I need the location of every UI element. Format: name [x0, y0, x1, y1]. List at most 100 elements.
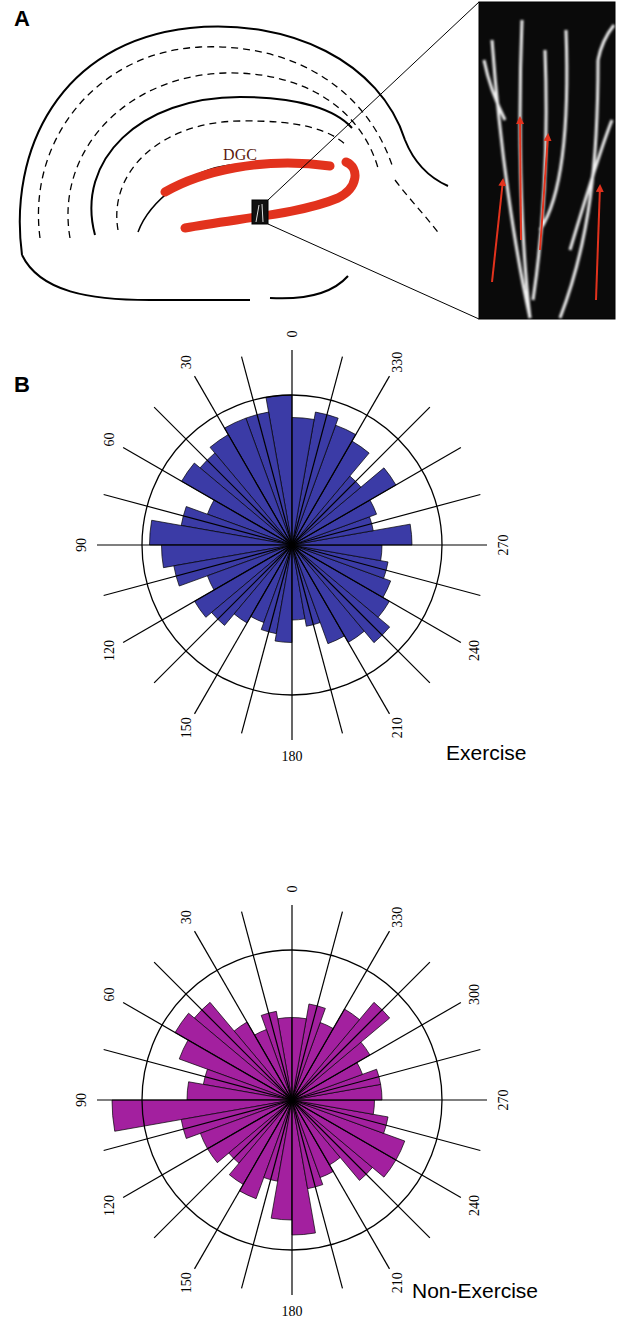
spoke — [291, 545, 292, 740]
angle-label: 150 — [179, 1272, 194, 1293]
spoke — [195, 376, 293, 545]
spoke — [292, 931, 390, 1100]
angle-label: 300 — [467, 984, 482, 1005]
arrow — [596, 186, 600, 300]
spoke — [242, 1100, 292, 1288]
dashed-layer — [117, 121, 346, 230]
panel-letter: A — [14, 6, 30, 31]
panel-letter: B — [14, 372, 30, 397]
spoke — [292, 1050, 480, 1100]
angle-label: 120 — [102, 640, 117, 661]
spoke — [292, 1100, 390, 1269]
spoke — [292, 545, 461, 643]
spoke — [104, 1100, 292, 1150]
angle-label: 0 — [285, 331, 300, 338]
spoke — [104, 495, 292, 545]
angle-label: 270 — [496, 1090, 511, 1111]
fiber — [492, 40, 530, 318]
spoke — [154, 1100, 292, 1238]
spoke — [292, 545, 430, 683]
fiber — [598, 25, 614, 60]
panel-a: A DGC — [14, 2, 615, 319]
spoke — [123, 1003, 292, 1101]
arrow — [492, 180, 503, 282]
spoke — [292, 1100, 342, 1288]
arrow — [540, 135, 548, 250]
spoke — [292, 544, 487, 545]
angle-label: 90 — [74, 1093, 89, 1107]
angle-label: 60 — [102, 433, 117, 447]
angle-label: 0 — [285, 886, 300, 893]
dashed-layer — [68, 73, 378, 238]
fiber — [533, 50, 546, 300]
outline — [22, 255, 250, 300]
spoke — [123, 545, 292, 643]
angle-label: 60 — [102, 988, 117, 1002]
chart-title: Non-Exercise — [412, 1279, 538, 1302]
angle-label: 30 — [179, 355, 194, 369]
fiber — [520, 20, 530, 318]
spoke — [292, 1003, 461, 1101]
spoke — [292, 495, 480, 545]
spoke — [292, 545, 342, 733]
spoke — [292, 1100, 461, 1198]
angle-label: 30 — [179, 910, 194, 924]
region-label: DGC — [223, 146, 257, 163]
angle-label: 210 — [390, 1272, 405, 1293]
outline — [20, 27, 448, 255]
zoom-line — [268, 224, 479, 319]
spoke — [291, 1100, 292, 1295]
rose-chart: 0306090120150180210240270300330Non-Exerc… — [74, 886, 539, 1319]
spoke — [123, 1100, 292, 1198]
figure: A DGC B 0 30 60 90 120 150 180 210 240 270 330 Exercis… — [0, 0, 617, 1338]
spoke — [242, 912, 292, 1100]
spoke — [195, 545, 293, 714]
spoke — [292, 1100, 480, 1150]
spoke — [292, 448, 461, 546]
dashed-layer — [395, 180, 440, 235]
spoke — [97, 1099, 292, 1100]
spoke — [123, 448, 292, 546]
fiber — [570, 120, 612, 250]
dentate-gyrus — [185, 162, 355, 228]
angle-label: 330 — [390, 907, 405, 928]
spoke — [291, 350, 292, 545]
angle-label: 330 — [390, 352, 405, 373]
inner-outline — [91, 97, 352, 235]
rose-chart: 0 30 60 90 120 150 180 210 240 270 330 Exercise — [74, 331, 527, 765]
arrow — [520, 118, 521, 240]
fibers — [484, 20, 614, 318]
spoke — [242, 545, 292, 733]
fiber — [560, 60, 598, 318]
spoke — [292, 407, 430, 545]
spoke — [292, 545, 390, 714]
zoom-line — [268, 2, 479, 200]
spoke — [154, 962, 292, 1100]
spoke — [154, 545, 292, 683]
chart-title: Exercise — [446, 741, 527, 764]
outline — [270, 276, 348, 298]
angle-label: 180 — [282, 749, 303, 764]
angle-label: 210 — [390, 717, 405, 738]
angle-label: 90 — [74, 538, 89, 552]
fiber — [484, 60, 505, 120]
angle-label: 240 — [467, 640, 482, 661]
angle-label: 150 — [179, 717, 194, 738]
spoke — [292, 1099, 487, 1100]
spoke — [104, 545, 292, 595]
angle-label: 270 — [496, 535, 511, 556]
dentate-gyrus — [165, 163, 330, 192]
spoke — [292, 545, 480, 595]
angle-label: 240 — [467, 1195, 482, 1216]
spoke — [292, 912, 342, 1100]
spoke — [292, 376, 390, 545]
angle-label: 120 — [102, 1195, 117, 1216]
bars — [149, 395, 412, 644]
spoke — [291, 905, 292, 1100]
spoke — [292, 357, 342, 545]
spoke — [104, 1050, 292, 1100]
bar — [175, 1013, 292, 1100]
micrograph — [479, 2, 615, 319]
bar — [292, 412, 338, 545]
spoke — [154, 407, 292, 545]
